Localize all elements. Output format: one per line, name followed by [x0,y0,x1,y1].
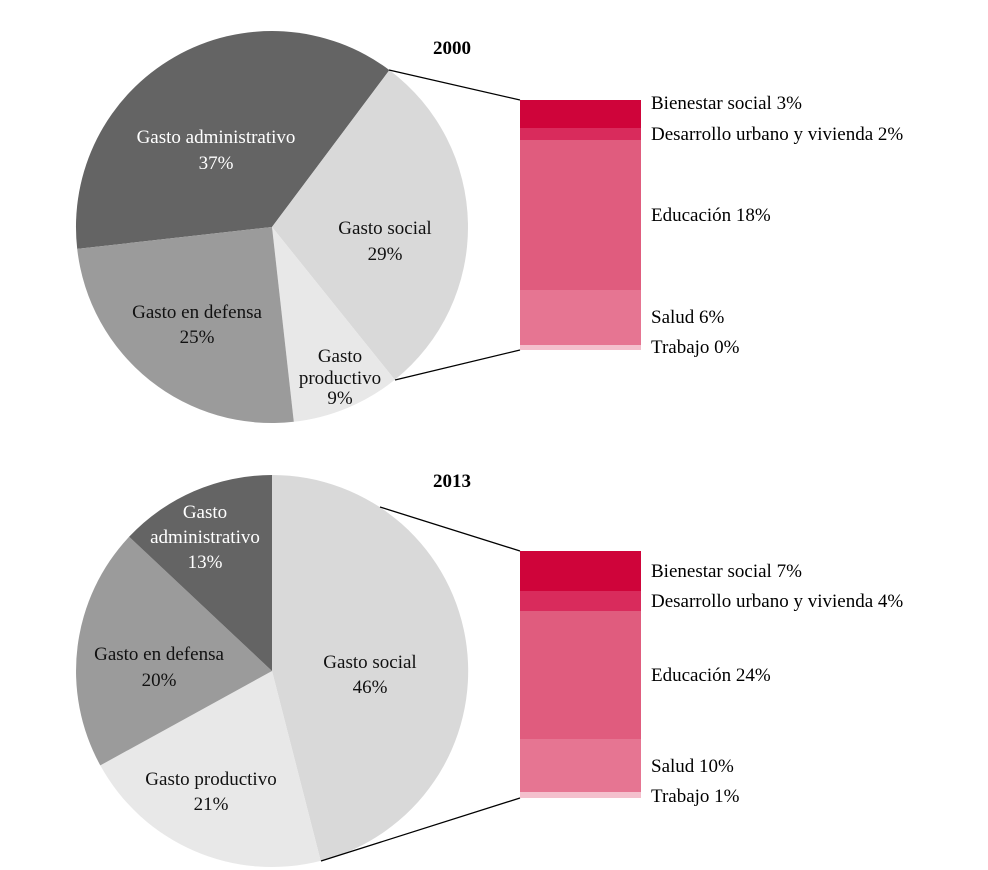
bar-label-bienestar-2013: Bienestar social 7% [651,561,802,582]
pct-social-2013: 46% [353,677,388,698]
bar-salud-2013 [520,739,641,792]
slice-gasto-en-defensa-2000 [77,227,294,424]
bar-label-educacion-2013: Educación 24% [651,665,771,686]
bar-label-trabajo-2000: Trabajo 0% [651,337,740,358]
bar-bienestar-2013 [520,551,641,591]
bar-label-desarrollo-2013: Desarrollo urbano y vivienda 4% [651,591,903,612]
pct-productivo-2000: 9% [327,388,353,409]
bar-label-salud-2000: Salud 6% [651,307,725,328]
pct-admin-2000: 37% [199,153,234,174]
label-social-2000: Gasto social [338,218,431,239]
pie-chart-2013: 2013 Gasto administrativo 13% Gasto soci… [76,471,471,868]
bar-desarrollo-2013 [520,591,641,611]
connector-top-2000 [388,69,521,101]
bar-bienestar-2000 [520,100,641,128]
connector-bottom-2000 [394,349,521,381]
slice-gasto-social-2013 [272,474,469,861]
pie-chart-2000: 2000 Gasto administrativo 37% Gasto soci… [75,31,471,424]
slice-gasto-administrativo-2013 [129,475,272,671]
label-social-2013: Gasto social [323,652,416,673]
bar-desarrollo-2000 [520,128,641,140]
pct-admin-2013: 13% [188,552,223,573]
stacked-bar-2000: Bienestar social 3% Desarrollo urbano y … [520,93,903,358]
bar-label-bienestar-2000: Bienestar social 3% [651,93,802,114]
bar-label-salud-2013: Salud 10% [651,756,734,777]
label-defensa-2013: Gasto en defensa [94,644,224,665]
slice-gasto-productivo-2000 [272,227,395,422]
bar-trabajo-2000 [520,345,641,350]
slice-gasto-productivo-2013 [100,671,321,868]
connector-bottom-2013 [320,797,521,862]
label-admin-2013: Gasto [183,502,227,523]
label-admin-2000: Gasto administrativo [137,127,296,148]
bar-educacion-2000 [520,140,641,290]
slice-gasto-social-2000 [272,70,468,380]
label-defensa-2000: Gasto en defensa [132,302,262,323]
bar-label-desarrollo-2000: Desarrollo urbano y vivienda 2% [651,124,903,145]
bar-salud-2000 [520,290,641,345]
pct-defensa-2000: 25% [180,327,215,348]
year-title-2013: 2013 [433,471,471,492]
connector-top-2013 [379,506,521,552]
bar-label-trabajo-2013: Trabajo 1% [651,786,740,807]
pct-productivo-2013: 21% [194,794,229,815]
slice-gasto-en-defensa-2013 [76,536,273,766]
bar-trabajo-2013 [520,792,641,798]
pct-social-2000: 29% [368,244,403,265]
label-productivo-2013: Gasto productivo [145,769,276,790]
stacked-bar-2013: Bienestar social 7% Desarrollo urbano y … [520,551,903,807]
bar-label-educacion-2000: Educación 18% [651,205,771,226]
pct-defensa-2013: 20% [142,670,177,691]
label-productivo-2000: Gasto [318,346,362,367]
slice-gasto-administrativo-2000 [75,31,390,249]
label2-admin-2013: administrativo [150,527,260,548]
label2-productivo-2000: productivo [299,368,381,389]
bar-educacion-2013 [520,611,641,739]
year-title-2000: 2000 [433,38,471,59]
